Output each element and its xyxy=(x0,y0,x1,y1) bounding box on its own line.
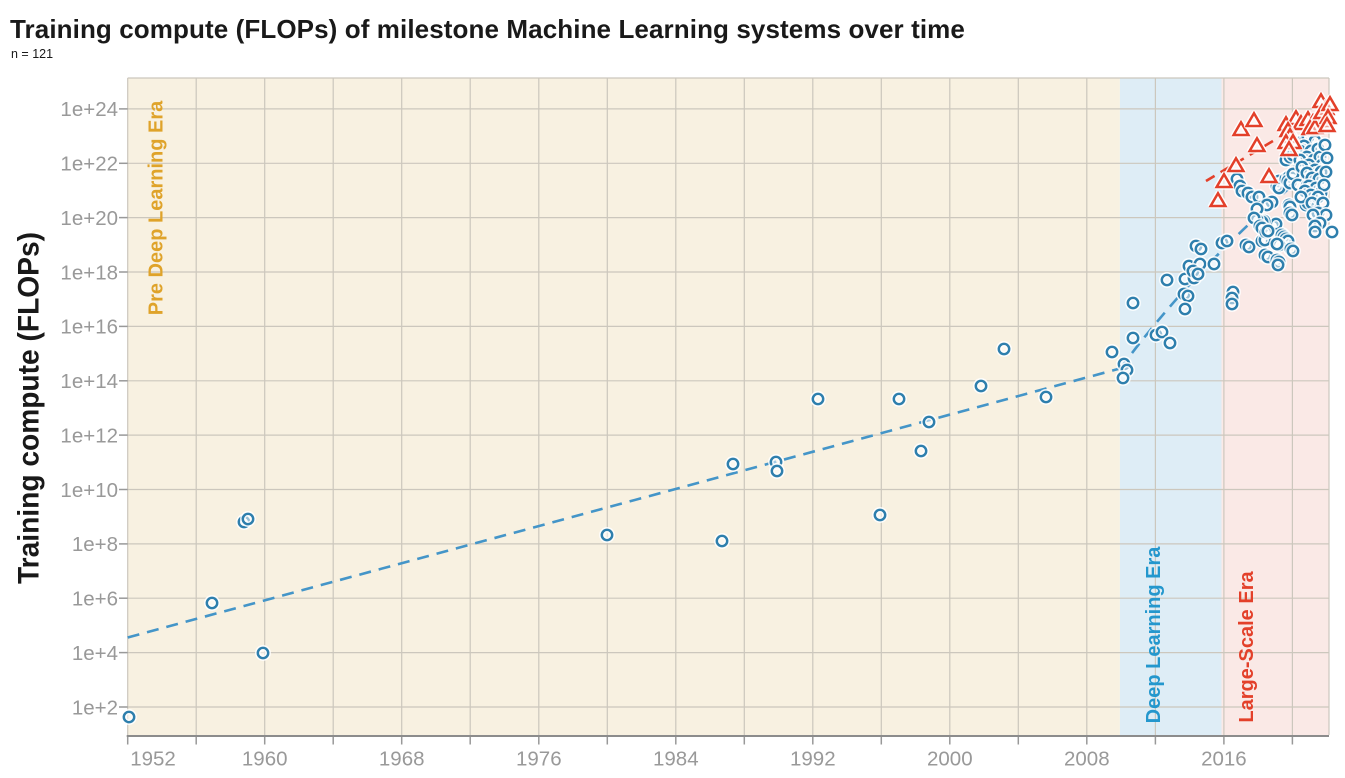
svg-text:1e+12: 1e+12 xyxy=(60,424,118,447)
svg-text:1e+4: 1e+4 xyxy=(72,642,118,665)
svg-text:Large-Scale Era: Large-Scale Era xyxy=(1236,571,1258,723)
svg-text:1984: 1984 xyxy=(653,748,699,771)
svg-text:2016: 2016 xyxy=(1201,748,1247,771)
svg-text:Training compute (FLOPs) of mi: Training compute (FLOPs) of milestone Ma… xyxy=(10,14,965,44)
svg-text:1976: 1976 xyxy=(516,748,562,771)
svg-text:2000: 2000 xyxy=(927,748,973,771)
svg-text:1e+10: 1e+10 xyxy=(60,479,118,502)
svg-text:1e+8: 1e+8 xyxy=(72,533,118,556)
svg-text:1992: 1992 xyxy=(790,748,836,771)
svg-text:1e+2: 1e+2 xyxy=(72,696,118,719)
svg-text:1e+16: 1e+16 xyxy=(60,316,118,339)
svg-text:1e+22: 1e+22 xyxy=(60,153,118,176)
svg-text:n = 121: n = 121 xyxy=(11,47,53,61)
svg-text:Training compute (FLOPs): Training compute (FLOPs) xyxy=(13,232,46,584)
svg-text:1e+6: 1e+6 xyxy=(72,588,118,611)
svg-text:1960: 1960 xyxy=(242,748,288,771)
svg-text:1968: 1968 xyxy=(379,748,425,771)
svg-text:2008: 2008 xyxy=(1064,748,1110,771)
svg-text:1e+24: 1e+24 xyxy=(60,98,118,121)
svg-text:1952: 1952 xyxy=(130,748,176,771)
svg-text:Pre Deep Learning Era: Pre Deep Learning Era xyxy=(146,100,168,315)
svg-text:1e+18: 1e+18 xyxy=(60,261,118,284)
svg-text:Deep Learning Era: Deep Learning Era xyxy=(1143,546,1165,724)
svg-text:1e+14: 1e+14 xyxy=(60,370,118,393)
svg-text:1e+20: 1e+20 xyxy=(60,207,118,230)
